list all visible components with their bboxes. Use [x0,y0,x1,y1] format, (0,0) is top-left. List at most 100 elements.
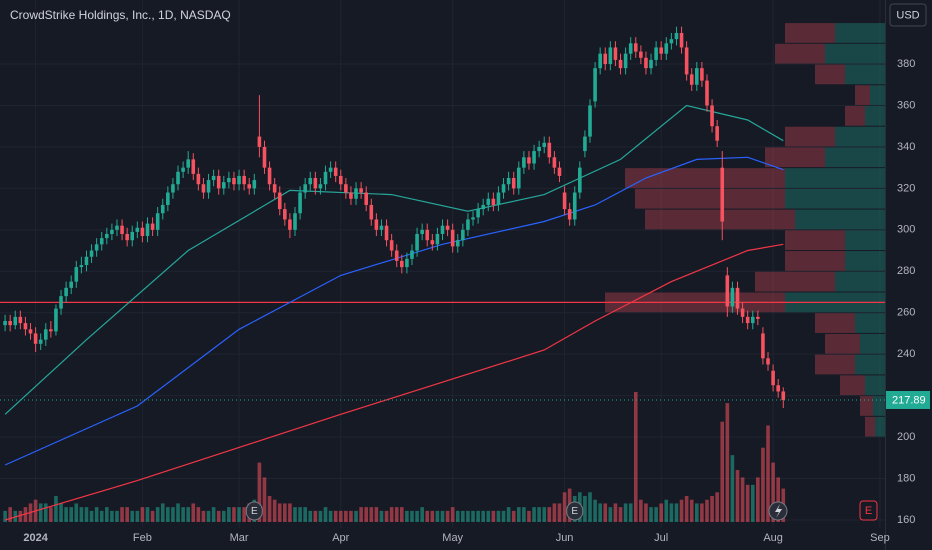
volume-bar [69,507,74,522]
candle-body [181,167,185,172]
volume-bar [603,503,608,522]
candle-body [532,151,536,164]
candle-body [349,192,353,199]
volume-profile-up [845,251,885,271]
volume-bar [715,492,719,522]
volume-bar [537,507,541,522]
candle-body [110,229,114,234]
volume-bar [532,507,536,522]
volume-bar [471,510,475,522]
x-tick-label: Mar [230,532,249,544]
candle-body [461,229,465,241]
currency-box[interactable] [889,3,927,27]
volume-bar [257,462,262,522]
volume-profile-down [785,230,845,251]
candle-body [633,43,638,52]
candle-body [13,316,18,326]
volume-profile-up [795,209,885,230]
volume-profile-down [815,354,855,375]
candle-body [333,167,338,176]
volume-bar [730,455,735,522]
volume-profile-down [625,168,785,188]
candle-body [639,51,643,58]
volume-bar [486,510,491,522]
volume-bar [74,503,79,522]
candle-body [257,136,262,147]
volume-profile-up [875,416,885,437]
volume-profile-up [865,375,885,396]
volume-bar [628,503,633,522]
volume-profile-up [870,85,885,105]
candle-body [176,171,180,185]
candle-body [562,192,567,210]
candle-body [160,204,165,214]
candle-body [186,159,190,168]
volume-bar [435,510,440,522]
volume-profile-up [825,147,885,168]
candle-body [501,184,506,193]
volume-profile-down [645,209,795,230]
candle-body [578,167,582,193]
candle-body [145,223,150,237]
volume-bar [374,507,379,522]
candle-body [64,287,68,297]
volume-profile-down [825,333,860,354]
events-label[interactable]: E [865,505,872,517]
candle-body [440,225,445,234]
candle-body [745,316,750,324]
volume-bar [8,507,12,522]
volume-bar [425,510,430,522]
events-button[interactable] [859,500,878,521]
volume-bar [695,503,699,522]
volume-profile-down [785,23,835,43]
volume-profile-down [860,396,873,416]
candle-body [267,167,272,185]
candle-body [583,136,587,152]
volume-bar [583,496,587,522]
volume-bar [293,507,297,522]
volume-bar [160,503,165,522]
volume-bar [237,507,241,522]
candle-body [99,238,104,245]
last-price-label: 217.89 [892,394,926,406]
volume-bar [288,503,292,522]
volume-bar [639,499,643,522]
volume-profile-down [755,271,835,292]
candle-body [171,184,175,193]
candle-body [644,57,648,69]
candle-body [252,180,257,189]
candle-body [105,233,109,239]
volume-bar [389,507,394,522]
candle-body [318,184,323,189]
volume-bar [201,510,206,522]
volume-profile-up [785,188,885,209]
volume-bar [588,492,592,522]
volume-bar [405,510,409,522]
candle-body [455,240,460,247]
candle-body [623,53,628,69]
candle-body [405,258,409,268]
volume-bar [420,507,424,522]
volume-profile-up [860,333,885,354]
candle-body [689,74,694,85]
candle-body [191,159,196,174]
volume-profile-up [835,271,885,292]
candle-body [135,227,140,232]
volume-bar [328,510,333,522]
candle-body [466,219,470,230]
currency[interactable]: USD [896,9,919,21]
x-tick-label: Feb [133,532,152,544]
candle-body [715,126,719,141]
volume-bar [745,484,750,522]
volume-bar [94,507,99,522]
candle-body [28,329,33,334]
moving-average [4,243,784,521]
candle-body [608,47,613,65]
volume-bar [120,507,124,522]
candle-body [288,219,292,230]
candle-body [166,192,170,205]
volume-bar [64,507,68,522]
volume-bar [623,503,628,522]
candle-body [59,296,63,309]
volume-bar [196,507,201,522]
